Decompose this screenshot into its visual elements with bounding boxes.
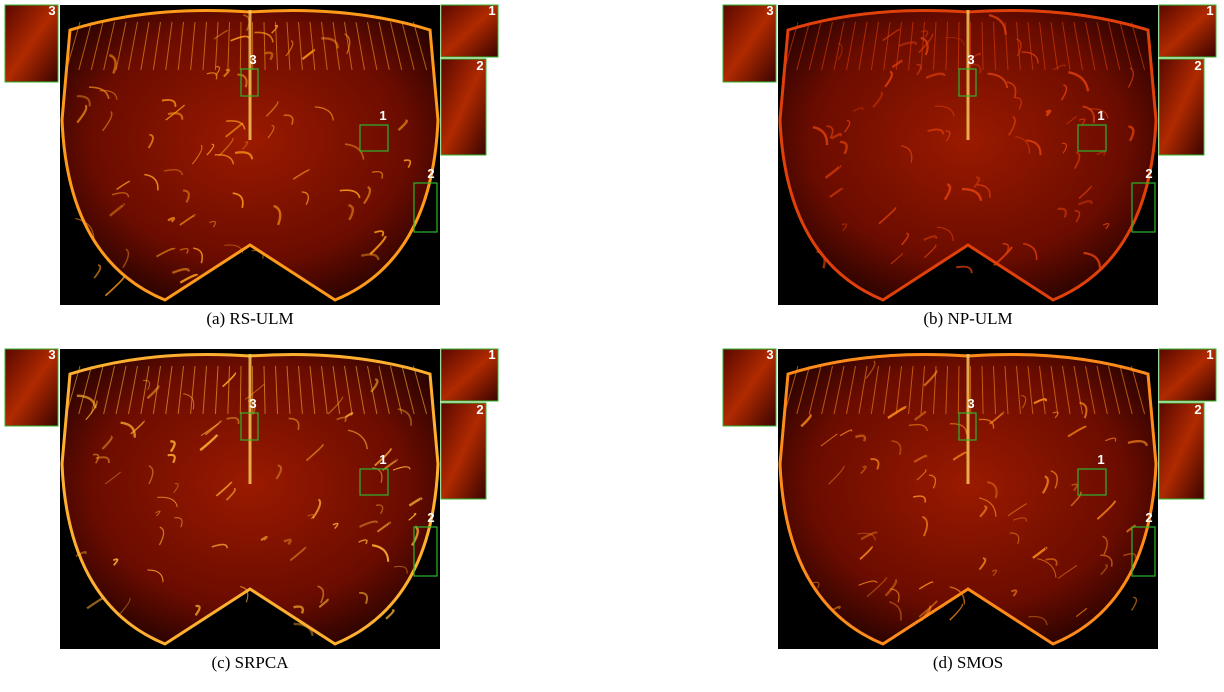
roi-label: 3: [967, 52, 974, 67]
caption: (c) SRPCA: [212, 653, 290, 672]
panel: 1 1 2 2 3 3 (b) NP-ULM: [723, 3, 1216, 328]
roi-label: 1: [1097, 108, 1104, 123]
inset-label: 1: [1206, 3, 1213, 18]
zoom-inset: [441, 59, 486, 155]
caption: (b) NP-ULM: [923, 309, 1012, 328]
roi-label: 1: [1097, 452, 1104, 467]
inset-label: 2: [1194, 402, 1201, 417]
figure: 1 1 2 2 3 3 (a) RS-ULM 1 1 2 2 3 3 (b) NP-ULM 1 1 2 2 3 3 (c…: [0, 0, 1224, 692]
roi-label: 2: [427, 166, 434, 181]
inset-label: 2: [476, 402, 483, 417]
caption: (a) RS-ULM: [206, 309, 293, 328]
roi-label: 3: [967, 396, 974, 411]
inset-label: 3: [766, 3, 773, 18]
caption: (d) SMOS: [933, 653, 1003, 672]
roi-label: 2: [1145, 166, 1152, 181]
roi-label: 1: [379, 452, 386, 467]
inset-label: 1: [488, 3, 495, 18]
zoom-inset: [441, 403, 486, 499]
inset-label: 2: [1194, 58, 1201, 73]
inset-label: 3: [766, 347, 773, 362]
roi-label: 3: [249, 52, 256, 67]
inset-label: 1: [488, 347, 495, 362]
inset-label: 3: [48, 3, 55, 18]
inset-label: 2: [476, 58, 483, 73]
roi-label: 2: [427, 510, 434, 525]
panel: 1 1 2 2 3 3 (d) SMOS: [723, 347, 1216, 672]
panel: 1 1 2 2 3 3 (c) SRPCA: [5, 347, 498, 672]
roi-label: 2: [1145, 510, 1152, 525]
zoom-inset: [1159, 403, 1204, 499]
zoom-inset: [1159, 59, 1204, 155]
panel: 1 1 2 2 3 3 (a) RS-ULM: [5, 3, 498, 328]
roi-label: 1: [379, 108, 386, 123]
roi-label: 3: [249, 396, 256, 411]
inset-label: 1: [1206, 347, 1213, 362]
inset-label: 3: [48, 347, 55, 362]
